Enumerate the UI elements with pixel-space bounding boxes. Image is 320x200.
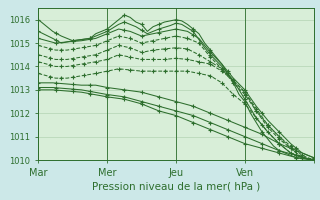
X-axis label: Pression niveau de la mer( hPa ): Pression niveau de la mer( hPa ) (92, 181, 260, 191)
